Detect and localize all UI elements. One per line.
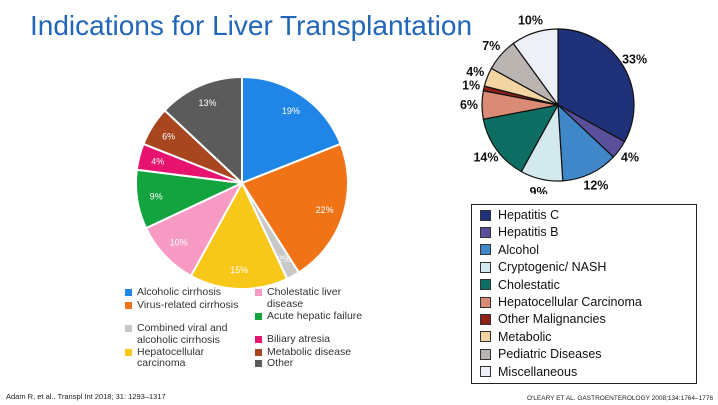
legend-item-hepatitis-c: Hepatitis C [480, 208, 559, 222]
legend-swatch [480, 331, 491, 343]
slice-label-acute-hepatic-failure: 9% [150, 192, 163, 202]
pie-slice-virus-related-cirrhosis [240, 142, 349, 274]
citation-right: O'LEARY ET AL. GASTROENTEROLOGY 2008;134… [527, 395, 714, 402]
legend-swatch [255, 360, 262, 367]
slice-label-cholestatic-liver-disease: 10% [170, 238, 188, 248]
legend-label: Cholestatic [498, 277, 560, 292]
legend-label: Alcohol [498, 242, 539, 257]
legend-item-metabolic: Metabolic [480, 330, 552, 344]
legend-item-cryptogenic-nash: Cryptogenic/ NASH [480, 260, 606, 274]
pie-slice-miscellaneous [512, 28, 559, 107]
legend-item-cholestatic-liver-disease: Cholestatic liver disease [255, 286, 380, 310]
legend-item-other: Other [255, 357, 380, 370]
legend-label: Alcoholic cirrhosis [137, 286, 222, 298]
legend-label: Cryptogenic/ NASH [498, 260, 607, 275]
legend-label: Miscellaneous [498, 364, 578, 379]
legend-item-biliary-atresia: Biliary atresia [255, 333, 380, 346]
legend-label: Virus-related cirrhosis [137, 298, 239, 311]
legend-item-combined-viral-and-alcoholic-cirrhosis: Combined viral and alcoholic cirrhosis [125, 322, 250, 346]
slice-label-virus-related-cirrhosis: 22% [316, 205, 334, 215]
legend-item-hepatocellular-carcinoma: Hepatocellular carcinoma [125, 345, 250, 370]
slice-label-hepatocellular-carcinoma: 6% [460, 98, 478, 112]
legend-item-cholestatic: Cholestatic [480, 278, 560, 292]
legend-label: Hepatitis C [498, 208, 560, 222]
left-pie-legend: Alcoholic cirrhosis Virus-related cirrhos… [125, 286, 385, 377]
slice-label-metabolic-disease: 6% [162, 131, 175, 141]
legend-label: Other Malignancies [498, 312, 606, 327]
legend-swatch [480, 279, 491, 291]
slice-label-combined-viral-and-alcoholic-cirrhosis: 2% [277, 254, 290, 264]
legend-swatch [125, 325, 132, 332]
legend-swatch [255, 289, 262, 296]
slice-label-miscellaneous: 10% [518, 13, 543, 27]
slice-label-cryptogenic-nash: 9% [530, 185, 548, 194]
slice-label-hepatitis-c: 33% [622, 53, 647, 67]
legend-item-hepatocellular-carcinoma: Hepatocellular Carcinoma [480, 295, 642, 309]
right-pie-chart: 33%4%12%9%14%6%1%4%7%10% [460, 13, 647, 194]
legend-swatch [480, 244, 491, 256]
legend-swatch [255, 336, 262, 343]
legend-label: Combined viral and alcoholic cirrhosis [137, 322, 228, 346]
left-pie-chart: 19% 22% 2% 15% 10% 9% 4% 6% 13% [135, 75, 349, 290]
slice-label-alcoholic-cirrhosis: 19% [282, 106, 300, 116]
pie-slice-hepatitis-c [557, 28, 635, 143]
legend-label: Acute hepatic failure [267, 309, 363, 322]
citation-left: Adam R, et al.. Transpl Int 2018; 31: 12… [6, 392, 166, 401]
legend-label: Biliary atresia [267, 333, 331, 345]
legend-label: Cholestatic liver disease [267, 286, 342, 310]
slice-label-alcohol: 12% [583, 179, 608, 193]
legend-item-alcoholic-cirrhosis: Alcoholic cirrhosis [125, 286, 250, 299]
legend-label: Hepatocellular Carcinoma [498, 295, 642, 309]
legend-label: Other [267, 357, 294, 369]
slice-label-hepatocellular-carcinoma: 15% [230, 265, 248, 275]
legend-item-metabolic-disease: Metabolic disease [255, 345, 380, 359]
slice-label-cholestatic: 14% [473, 150, 498, 164]
legend-label: Hepatitis B [498, 225, 559, 240]
legend-label: Metabolic disease [267, 345, 352, 358]
legend-swatch [480, 296, 491, 308]
legend-item-virus-related-cirrhosis: Virus-related cirrhosis [125, 298, 250, 312]
pie-slice-other [163, 75, 243, 186]
legend-item-other-malignancies: Other Malignancies [480, 312, 606, 326]
slice-label-pediatric-diseases: 7% [482, 39, 500, 53]
legend-item-acute-hepatic-failure: Acute hepatic failure [255, 309, 380, 323]
legend-item-alcohol: Alcohol [480, 243, 539, 257]
slice-label-biliary-atresia: 4% [151, 156, 164, 166]
legend-swatch [255, 348, 262, 356]
right-pie-legend: Hepatitis C Hepatitis B Alcohol Cryptogenic… [471, 204, 697, 384]
slice-label-hepatitis-b: 4% [621, 150, 639, 164]
slide-title: Indications for Liver Transplantation [30, 10, 473, 41]
legend-swatch [480, 226, 491, 238]
legend-swatch [480, 313, 491, 325]
legend-swatch [480, 366, 491, 378]
legend-item-pediatric-diseases: Pediatric Diseases [480, 347, 602, 361]
legend-swatch [125, 301, 132, 309]
legend-swatch [480, 348, 491, 360]
legend-swatch [480, 261, 491, 273]
legend-swatch [125, 289, 132, 296]
legend-label: Metabolic [498, 329, 552, 344]
slice-label-other: 13% [198, 98, 216, 108]
pie-slice-alcoholic-cirrhosis [241, 75, 342, 185]
pie-slice-cholestatic [482, 104, 560, 173]
legend-item-miscellaneous: Miscellaneous [480, 365, 577, 379]
pie-slice-hepatocellular-carcinoma [189, 180, 289, 290]
legend-swatch [255, 312, 262, 320]
legend-swatch [480, 209, 491, 221]
legend-item-hepatitis-b: Hepatitis B [480, 225, 558, 239]
legend-swatch [125, 348, 132, 356]
legend-label: Hepatocellular carcinoma [137, 345, 205, 369]
slice-label-metabolic: 4% [466, 65, 484, 79]
legend-label: Pediatric Diseases [498, 347, 602, 362]
slice-label-other-malignancies: 1% [462, 79, 480, 93]
